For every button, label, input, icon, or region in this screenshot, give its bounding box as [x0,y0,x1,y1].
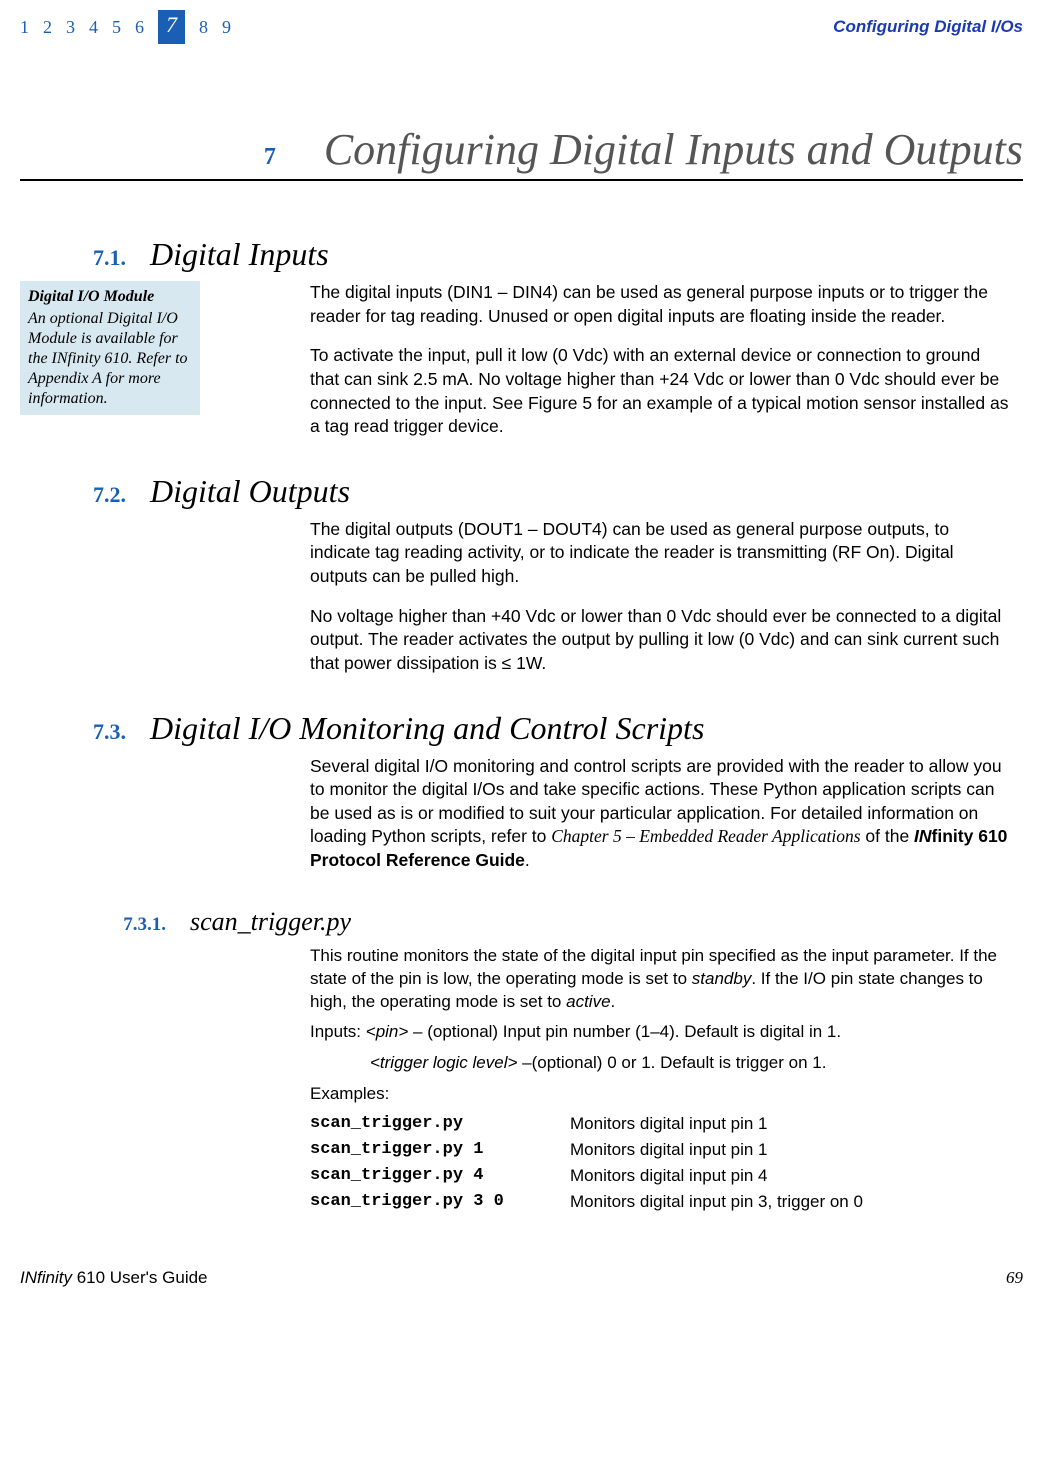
section-title: Digital Outputs [150,473,350,510]
chapter-title: Configuring Digital Inputs and Outputs [324,124,1023,175]
callout-body: An optional Digital I/O Module is availa… [28,310,188,407]
example-desc: Monitors digital input pin 4 [570,1166,768,1186]
s71-p2: To activate the input, pull it low (0 Vd… [310,344,1013,439]
section-7-3-heading: 7.3. Digital I/O Monitoring and Control … [20,710,1023,747]
nav-7-current: 7 [158,10,185,44]
nav-8: 8 [199,17,208,38]
examples-label: Examples: [310,1083,1013,1106]
top-bar: 1 2 3 4 5 6 7 8 9 Configuring Digital I/… [20,10,1023,44]
example-desc: Monitors digital input pin 3, trigger on… [570,1192,863,1212]
subsection-title: scan_trigger.py [190,907,351,937]
section-number: 7.1. [20,245,150,271]
nav-9: 9 [222,17,231,38]
s731-p1: This routine monitors the state of the d… [310,945,1013,1014]
example-cmd: scan_trigger.py 3 0 [310,1192,570,1212]
mode-active: active [566,992,610,1011]
example-desc: Monitors digital input pin 1 [570,1140,768,1160]
nav-4: 4 [89,17,98,38]
page-number: 69 [1006,1268,1023,1288]
mode-standby: standby [692,969,752,988]
section-title: Digital I/O Monitoring and Control Scrip… [150,710,704,747]
footer-guide-name: INfinity 610 User's Guide [20,1268,208,1288]
example-row: scan_trigger.py 4 Monitors digital input… [310,1166,1013,1186]
nav-1: 1 [20,17,29,38]
nav-6: 6 [135,17,144,38]
chapter-number: 7 [264,144,276,171]
sidebar-callout: Digital I/O Module An optional Digital I… [20,281,200,415]
example-row: scan_trigger.py 3 0 Monitors digital inp… [310,1192,1013,1212]
example-row: scan_trigger.py Monitors digital input p… [310,1114,1013,1134]
chapter-title-row: 7 Configuring Digital Inputs and Outputs [20,124,1023,181]
text: 610 User's Guide [72,1268,208,1287]
param-trigger-desc: –(optional) 0 or 1. Default is trigger o… [517,1053,826,1072]
example-cmd: scan_trigger.py [310,1114,570,1134]
text: finity [37,1268,72,1287]
header-right-label: Configuring Digital I/Os [833,17,1023,37]
callout-title: Digital I/O Module [28,287,192,307]
chapter-ref: Chapter 5 – Embedded Reader Applications [551,826,860,846]
nav-2: 2 [43,17,52,38]
subsection-number: 7.3.1. [20,914,190,936]
section-7-1-heading: 7.1. Digital Inputs [20,236,1023,273]
section-7-2-heading: 7.2. Digital Outputs [20,473,1023,510]
example-row: scan_trigger.py 1 Monitors digital input… [310,1140,1013,1160]
text: of the [861,826,915,846]
param-trigger: <trigger logic level> [370,1053,517,1072]
inputs-label: Inputs: [310,1022,366,1041]
section-number: 7.2. [20,482,150,508]
text: . [525,850,530,870]
s731-inputs-2: <trigger logic level> –(optional) 0 or 1… [310,1052,1013,1075]
s731-inputs-1: Inputs: <pin> – (optional) Input pin num… [310,1021,1013,1044]
page-footer: INfinity 610 User's Guide 69 [20,1268,1023,1288]
text: IN [20,1268,37,1287]
nav-3: 3 [66,17,75,38]
chapter-nav: 1 2 3 4 5 6 7 8 9 [20,10,231,44]
example-cmd: scan_trigger.py 1 [310,1140,570,1160]
section-number: 7.3. [20,719,150,745]
examples-table: scan_trigger.py Monitors digital input p… [310,1114,1013,1212]
s72-p2: No voltage higher than +40 Vdc or lower … [310,605,1013,676]
text: . [611,992,616,1011]
s72-p1: The digital outputs (DOUT1 – DOUT4) can … [310,518,1013,589]
section-7-3-1-heading: 7.3.1. scan_trigger.py [20,907,1023,937]
param-pin: <pin> [366,1022,409,1041]
s71-p1: The digital inputs (DIN1 – DIN4) can be … [310,281,1013,328]
example-cmd: scan_trigger.py 4 [310,1166,570,1186]
nav-5: 5 [112,17,121,38]
param-pin-desc: – (optional) Input pin number (1–4). Def… [408,1022,841,1041]
example-desc: Monitors digital input pin 1 [570,1114,768,1134]
s73-p1: Several digital I/O monitoring and contr… [310,755,1013,873]
section-title: Digital Inputs [150,236,329,273]
